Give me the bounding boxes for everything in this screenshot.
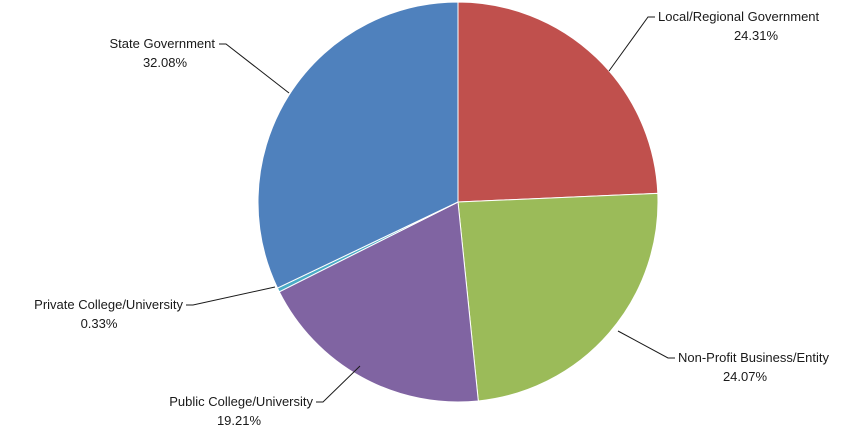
pie-slice-local-regional-government: [457, 1, 659, 203]
leader-lines: [186, 16, 675, 403]
leader-line-public-college-university: [316, 365, 361, 403]
leader-line-state-government: [219, 43, 290, 94]
leader-line-non-profit-business-entity: [617, 330, 675, 359]
slice-label-state-government: State Government: [110, 36, 216, 51]
slice-value-public-college-university: 19.21%: [217, 413, 262, 428]
slice-label-public-college-university: Public College/University: [169, 394, 313, 409]
pie-slice-public-college-university: [278, 201, 479, 403]
pie-slice-non-profit-business-entity: [457, 192, 659, 402]
slice-value-private-college-university: 0.33%: [81, 316, 118, 331]
slice-label-private-college-university: Private College/University: [34, 297, 183, 312]
slice-value-local-regional-government: 24.31%: [734, 28, 779, 43]
leader-line-local-regional-government: [608, 16, 655, 72]
slice-value-non-profit-business-entity: 24.07%: [723, 369, 768, 384]
pie-slice-state-government: [257, 1, 459, 289]
slice-value-state-government: 32.08%: [143, 55, 188, 70]
slice-label-non-profit-business-entity: Non-Profit Business/Entity: [678, 350, 830, 365]
data-labels: Local/Regional Government 24.31% Non-Profi…: [34, 9, 829, 428]
slice-label-local-regional-government: Local/Regional Government: [658, 9, 820, 24]
leader-line-private-college-university: [186, 286, 276, 306]
pie-slices: [257, 1, 659, 403]
